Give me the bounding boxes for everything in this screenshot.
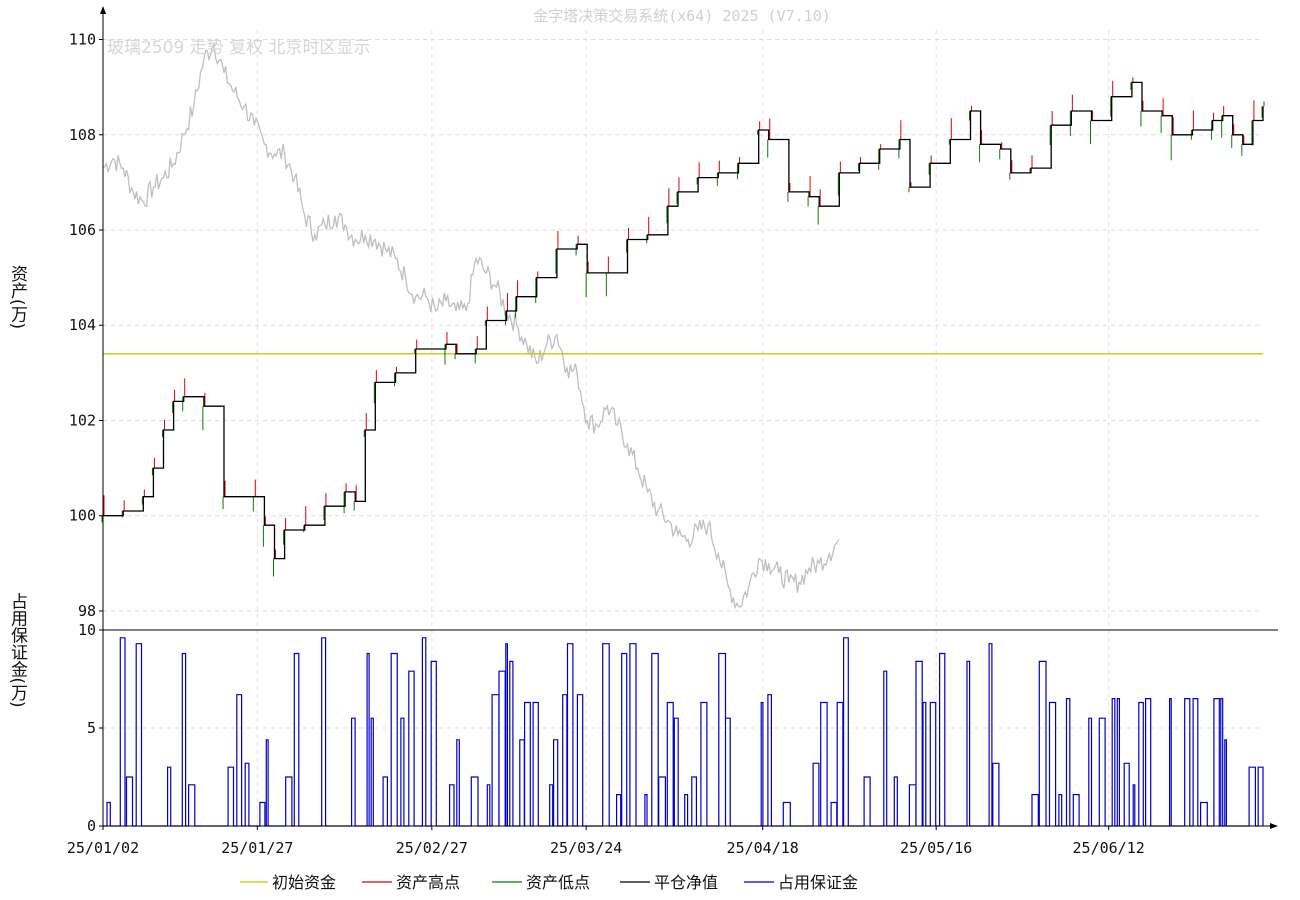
legend-label-equity: 平仓净值	[654, 873, 718, 892]
price-line	[102, 42, 840, 610]
window-title: 金字塔决策交易系统(x64) 2025 (V7.10)	[533, 7, 831, 25]
margin-tick-label-10: 10	[78, 621, 96, 639]
closed-equity-line	[103, 81, 1264, 560]
y-tick-label-100: 100	[69, 507, 96, 525]
y-tick-label-98: 98	[78, 602, 96, 620]
y-axis-label-margin: 占用保证金(万)	[7, 592, 28, 707]
y-axis-label-top: 资产(万)	[7, 265, 28, 329]
legend: 初始资金 资产高点 资产低点 平仓净值 占用保证金	[240, 873, 858, 892]
y-axis-label-assets: 资产(万)	[7, 265, 28, 329]
legend-label-high: 资产高点	[396, 873, 460, 892]
x-tick-label-3: 25/03/24	[550, 839, 622, 857]
margin-tick-label-5: 5	[87, 719, 96, 737]
grid-lines	[102, 30, 1263, 827]
legend-label-low: 资产低点	[526, 873, 590, 892]
axes	[100, 6, 1278, 829]
y-tick-label-106: 106	[69, 221, 96, 239]
x-tick-label-5: 25/05/16	[900, 839, 972, 857]
y-tick-label-104: 104	[69, 316, 96, 334]
price-line-series	[102, 42, 840, 610]
margin-series	[103, 637, 1264, 827]
x-tick-label-6: 25/06/12	[1073, 839, 1145, 857]
x-tick-label-2: 25/02/27	[396, 839, 468, 857]
legend-label-margin: 占用保证金	[778, 873, 858, 892]
x-tick-label-0: 25/01/02	[67, 839, 139, 857]
equity-high-low-series	[101, 77, 1265, 577]
y-axis-label-bottom: 占用保证金(万)	[7, 592, 28, 707]
y-tick-label-108: 108	[69, 126, 96, 144]
y-tick-label-102: 102	[69, 411, 96, 429]
y-tick-label-110: 110	[69, 31, 96, 49]
x-tick-label-1: 25/01/27	[221, 839, 293, 857]
margin-line	[103, 637, 1264, 827]
closed-equity-series	[103, 81, 1264, 560]
chart-subtitle: 玻璃2509 走势 复权 北京时区显示	[107, 38, 370, 58]
x-tick-label-4: 25/04/18	[727, 839, 799, 857]
margin-tick-label-0: 0	[87, 817, 96, 835]
legend-label-initial: 初始资金	[272, 873, 336, 892]
y-axis-arrow	[100, 6, 106, 14]
x-axis-arrow	[1270, 823, 1278, 829]
